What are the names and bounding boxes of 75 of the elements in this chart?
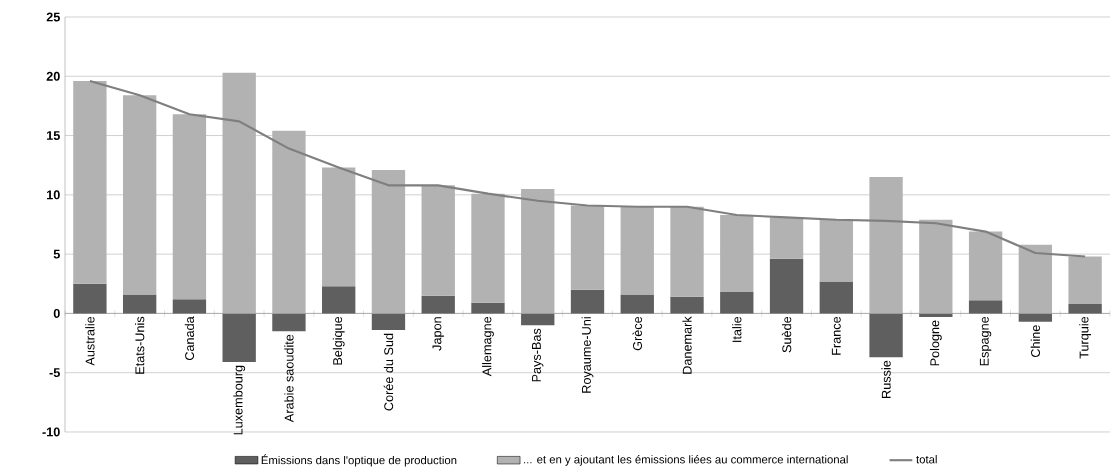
x-tick-label: Arabie saoudite	[284, 334, 294, 423]
x-tick-label: Australie	[85, 316, 95, 366]
bar	[869, 177, 903, 314]
bar	[272, 130, 306, 314]
bar	[720, 215, 754, 293]
bar	[322, 286, 356, 314]
legend-label: total	[916, 455, 937, 464]
bar	[371, 169, 406, 314]
x-tick-label: Canada	[184, 316, 195, 361]
x-tick-label: Pays-Bas	[532, 328, 544, 382]
x-tick-label: Danemark	[682, 316, 692, 374]
bar	[819, 219, 853, 282]
x-tick-label: Italie	[732, 316, 742, 342]
bar	[919, 219, 953, 314]
bar	[471, 302, 505, 314]
x-tick-label: Grèce	[632, 316, 642, 351]
y-tick-label: 15	[47, 131, 60, 140]
y-tick-label: 20	[46, 71, 60, 81]
bar	[222, 313, 256, 363]
bar	[521, 313, 555, 326]
bar	[222, 72, 256, 314]
bar	[172, 299, 207, 314]
bar	[172, 114, 207, 300]
x-tick-label: Turquie	[1079, 316, 1092, 359]
legend-label: ... et en y ajoutant les émissions liées au commerce international	[524, 455, 848, 466]
bar	[421, 185, 455, 296]
x-tick-label: Royaume-Uni	[581, 317, 594, 393]
bar	[869, 313, 903, 358]
bar	[1068, 256, 1102, 304]
bar	[421, 295, 455, 314]
line-series	[88, 79, 1087, 258]
bar	[968, 300, 1003, 314]
x-tick-label: Chine	[1030, 325, 1041, 358]
bar	[272, 313, 306, 332]
bar	[670, 206, 704, 297]
bar	[620, 206, 654, 295]
x-tick-label: Suède	[781, 316, 792, 353]
x-tick-label: Corée du Sud	[383, 333, 394, 411]
legend-label: Émissions dans l'optique de production	[261, 454, 457, 467]
bar	[1018, 244, 1053, 314]
bar	[620, 294, 654, 314]
x-tick-label: France	[831, 316, 841, 355]
y-tick-label: -10	[42, 427, 60, 437]
y-tick-label: 25	[46, 12, 60, 22]
bar	[670, 296, 704, 314]
bar	[968, 231, 1003, 301]
x-tick-label: Pologne	[929, 320, 942, 366]
x-tick-label: Japon	[432, 317, 444, 351]
y-tick-label: 10	[47, 190, 60, 200]
bar	[73, 81, 107, 284]
bar	[769, 258, 804, 314]
bar	[471, 193, 505, 303]
bar	[1018, 313, 1053, 322]
bar	[570, 289, 605, 314]
y-tick-label: -5	[49, 368, 60, 378]
bar	[769, 217, 804, 259]
x-tick-label: Belgique	[332, 316, 345, 365]
bar	[122, 294, 157, 314]
x-tick-label: Russie	[881, 360, 891, 398]
y-tick-label: 5	[53, 249, 60, 259]
bar	[720, 292, 754, 314]
x-tick-label: Allemagne	[482, 316, 494, 377]
x-tick-label: Etats-Unis	[135, 316, 145, 374]
bar	[371, 313, 406, 331]
bar	[819, 281, 853, 314]
bar	[322, 167, 356, 287]
bar	[570, 205, 605, 290]
x-tick-label: Espagne	[979, 316, 992, 366]
x-tick-label: Luxembourg	[233, 365, 246, 435]
bar	[919, 313, 953, 317]
bar	[73, 283, 107, 314]
y-tick-label: 0	[53, 308, 60, 318]
bar	[521, 188, 555, 314]
bar	[1068, 303, 1102, 314]
bar	[122, 95, 157, 295]
